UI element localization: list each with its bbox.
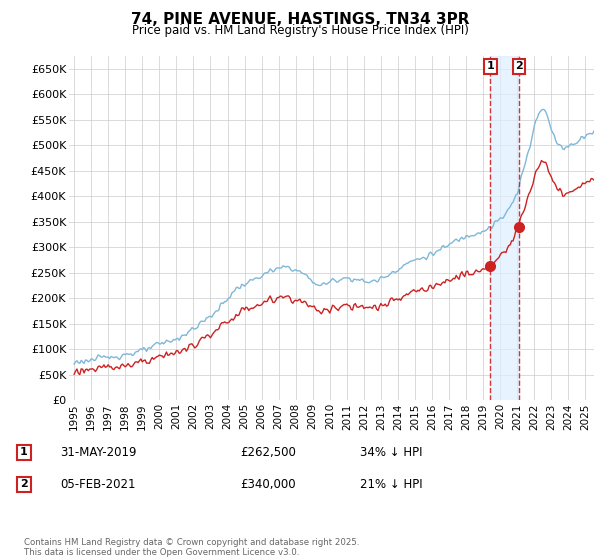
Text: 34% ↓ HPI: 34% ↓ HPI <box>360 446 422 459</box>
Text: £262,500: £262,500 <box>240 446 296 459</box>
Text: 2: 2 <box>20 479 28 489</box>
Text: 05-FEB-2021: 05-FEB-2021 <box>60 478 136 491</box>
Bar <box>490 56 519 400</box>
Text: Price paid vs. HM Land Registry's House Price Index (HPI): Price paid vs. HM Land Registry's House … <box>131 24 469 37</box>
Text: £340,000: £340,000 <box>240 478 296 491</box>
Text: 2: 2 <box>515 61 523 71</box>
Text: 1: 1 <box>487 61 494 71</box>
Text: 21% ↓ HPI: 21% ↓ HPI <box>360 478 422 491</box>
Text: 74, PINE AVENUE, HASTINGS, TN34 3PR: 74, PINE AVENUE, HASTINGS, TN34 3PR <box>131 12 469 27</box>
Text: Contains HM Land Registry data © Crown copyright and database right 2025.
This d: Contains HM Land Registry data © Crown c… <box>24 538 359 557</box>
Text: 31-MAY-2019: 31-MAY-2019 <box>60 446 137 459</box>
Text: 1: 1 <box>20 447 28 458</box>
